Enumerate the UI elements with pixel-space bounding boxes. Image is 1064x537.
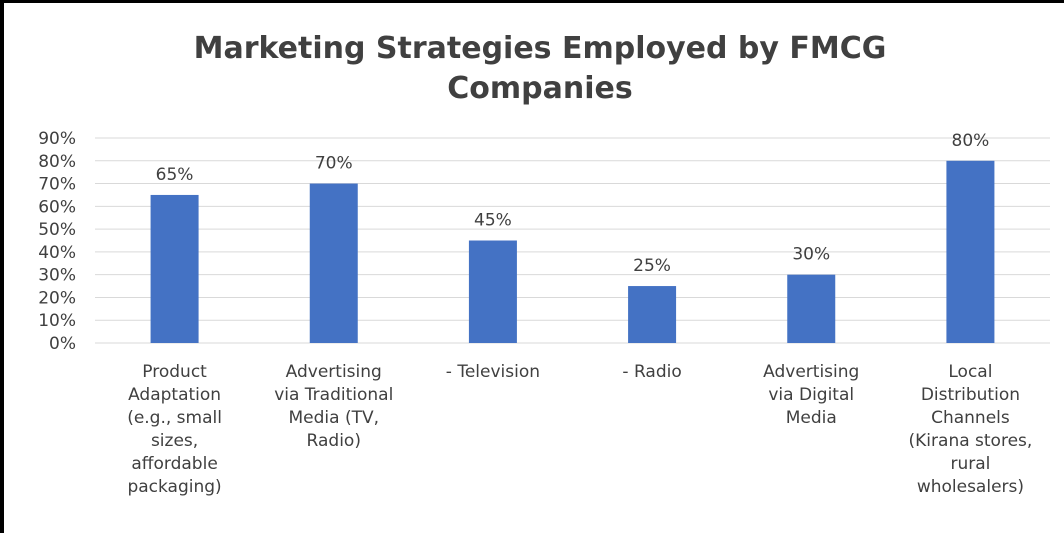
x-tick-label-line: (Kirana stores, xyxy=(909,431,1033,451)
data-labels: 65% 70% 45% 25% 30% 80% xyxy=(156,131,990,276)
data-label: 80% xyxy=(952,131,990,151)
chart-title-line: Companies xyxy=(447,71,632,106)
x-tick-label-line: Adaptation xyxy=(128,385,221,405)
chart-title-line: Marketing Strategies Employed by FMCG xyxy=(194,31,887,66)
x-tick-label-line: Advertising xyxy=(286,362,382,382)
y-tick-label: 0% xyxy=(49,334,76,354)
data-label: 70% xyxy=(315,154,353,174)
data-label: 30% xyxy=(792,245,830,265)
x-tick-label-line: rural xyxy=(950,454,990,474)
bar xyxy=(628,286,677,343)
x-tick-label-line: Radio) xyxy=(307,431,361,451)
x-tick-label-line: Media (TV, xyxy=(288,408,379,428)
y-tick-label: 90% xyxy=(38,129,76,149)
x-tick-label-line: affordable xyxy=(131,454,217,474)
x-tick-label: Product Adaptation (e.g., small sizes, affor… xyxy=(127,362,222,497)
x-tick-label: - Radio xyxy=(622,362,681,382)
x-tick-label-line: Advertising xyxy=(763,362,859,382)
x-tick-label-line: Media xyxy=(786,408,837,428)
x-tick-label-line: (e.g., small xyxy=(127,408,222,428)
bars xyxy=(150,160,995,343)
y-tick-label: 80% xyxy=(38,152,76,172)
x-tick-label-line: packaging) xyxy=(127,477,221,497)
bar xyxy=(150,194,199,343)
bar xyxy=(309,183,358,343)
bar xyxy=(468,240,517,343)
data-label: 25% xyxy=(633,256,671,276)
bar xyxy=(946,160,995,343)
x-tick-label-line: via Digital xyxy=(768,385,854,405)
x-tick-label-line: Distribution xyxy=(921,385,1020,405)
top-border xyxy=(0,0,1064,3)
data-label: 65% xyxy=(156,165,194,185)
y-tick-label: 70% xyxy=(38,175,76,195)
y-tick-label: 60% xyxy=(38,197,76,217)
x-tick-label-line: wholesalers) xyxy=(917,477,1024,497)
x-tick-label-line: via Traditional xyxy=(274,385,393,405)
x-tick-label-line: - Television xyxy=(446,362,540,382)
bar xyxy=(787,274,836,343)
x-tick-label-line: - Radio xyxy=(622,362,681,382)
x-tick-label-line: Channels xyxy=(931,408,1010,428)
x-tick-label-line: Local xyxy=(948,362,992,382)
y-tick-label: 30% xyxy=(38,266,76,286)
x-tick-label-line: sizes, xyxy=(151,431,198,451)
data-label: 45% xyxy=(474,211,512,231)
x-tick-label: - Television xyxy=(446,362,540,382)
y-tick-label: 40% xyxy=(38,243,76,263)
x-tick-label: Local Distribution Channels (Kirana stores,… xyxy=(909,362,1033,497)
x-tick-label-line: Product xyxy=(142,362,207,382)
x-axis-labels: Product Adaptation (e.g., small sizes, affor… xyxy=(127,362,1032,497)
gridlines xyxy=(95,137,1050,344)
left-border xyxy=(0,0,4,533)
y-tick-label: 20% xyxy=(38,288,76,308)
x-tick-label: Advertising via Traditional Media (TV, Radi… xyxy=(274,362,393,451)
chart-title: Marketing Strategies Employed by FMCG Com… xyxy=(194,31,887,106)
y-axis-ticks: 0% 10% 20%30% 40% 50% 60%70% 80% 90% xyxy=(38,129,76,354)
y-tick-label: 50% xyxy=(38,220,76,240)
x-tick-label: Advertising via Digital Media xyxy=(763,362,859,428)
y-tick-label: 10% xyxy=(38,311,76,331)
